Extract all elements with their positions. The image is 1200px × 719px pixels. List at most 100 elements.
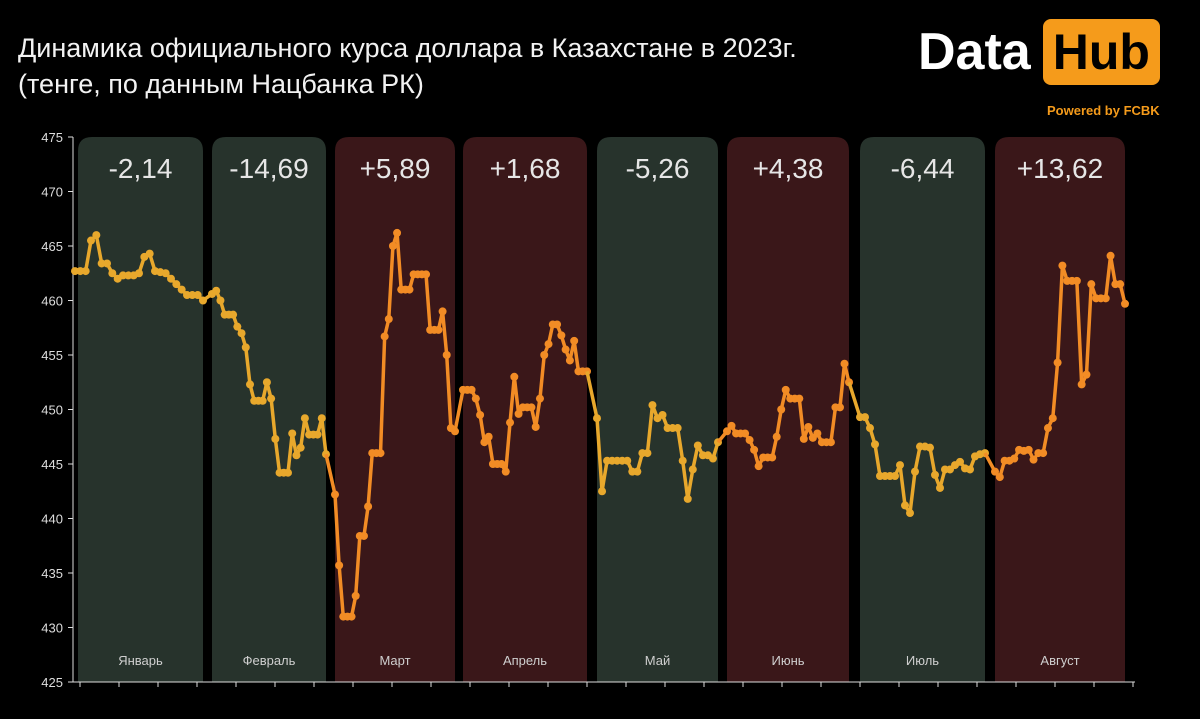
data-point (781, 385, 790, 394)
data-point (480, 438, 489, 447)
data-point (911, 467, 919, 476)
data-point (405, 285, 414, 294)
data-point (364, 502, 373, 511)
data-point (570, 336, 579, 345)
data-point (271, 434, 280, 443)
data-point (422, 270, 431, 279)
data-point (772, 432, 781, 441)
data-point (161, 269, 170, 278)
data-point (835, 403, 844, 412)
data-point (1106, 251, 1115, 260)
data-point (535, 394, 544, 403)
data-point (750, 445, 759, 454)
data-point (871, 440, 879, 449)
data-point (804, 422, 813, 431)
data-point (506, 418, 515, 427)
data-point (648, 401, 657, 410)
data-point (471, 394, 480, 403)
month-change-label: +13,62 (1017, 153, 1103, 184)
data-point (376, 449, 385, 458)
datahub-logo: Data Hub (918, 19, 1160, 85)
data-point (284, 468, 292, 477)
data-point (688, 465, 697, 474)
data-point (313, 430, 322, 439)
data-point (212, 286, 221, 295)
data-point (145, 249, 154, 258)
data-point (1039, 449, 1048, 458)
data-point (262, 378, 271, 387)
data-point (926, 443, 934, 452)
month-label: Март (379, 653, 410, 668)
data-point (741, 429, 750, 438)
data-point (388, 242, 397, 250)
month-label: Февраль (243, 653, 296, 668)
data-point (553, 320, 562, 329)
data-point (633, 467, 642, 476)
data-point (1077, 380, 1086, 389)
data-point (135, 269, 143, 278)
data-point (351, 591, 360, 600)
month-change-label: +4,38 (753, 153, 824, 184)
y-tick-label: 435 (41, 566, 63, 581)
data-point (623, 456, 632, 465)
data-point (359, 531, 368, 540)
data-point (237, 329, 246, 338)
data-point (557, 331, 566, 340)
data-point (1010, 454, 1019, 463)
series-line-connector (324, 453, 337, 495)
data-point (768, 453, 777, 462)
data-point (288, 429, 297, 438)
data-point (727, 421, 736, 430)
data-point (896, 461, 904, 470)
data-point (643, 449, 652, 458)
y-tick-label: 430 (41, 621, 63, 636)
month-change-label: -6,44 (891, 153, 955, 184)
data-point (565, 356, 574, 365)
data-point (708, 454, 717, 463)
data-point (216, 296, 225, 305)
logo-word-data: Data (918, 23, 1031, 81)
month-panel (860, 137, 985, 682)
data-point (292, 451, 301, 460)
month-change-label: -2,14 (109, 153, 173, 184)
data-point (799, 434, 808, 443)
data-point (467, 385, 476, 394)
data-point (683, 494, 692, 503)
data-point (1072, 276, 1081, 285)
data-point (861, 413, 869, 422)
data-point (267, 394, 276, 403)
data-point (866, 424, 874, 433)
data-point (258, 396, 267, 405)
data-point (434, 325, 443, 334)
data-point (347, 612, 356, 621)
data-point (108, 269, 117, 278)
data-point (995, 473, 1004, 482)
month-label: Май (645, 653, 670, 668)
logo-word-hub: Hub (1042, 19, 1160, 85)
data-point (901, 501, 909, 510)
month-change-label: +5,89 (360, 153, 431, 184)
data-point (598, 487, 607, 496)
data-point (678, 456, 687, 465)
data-point (745, 436, 754, 445)
data-point (826, 438, 835, 447)
data-point (1087, 280, 1096, 289)
data-point (956, 457, 964, 466)
y-tick-label: 475 (41, 130, 63, 145)
y-tick-label: 450 (41, 403, 63, 418)
data-point (531, 422, 540, 431)
data-point (561, 345, 570, 354)
data-point (384, 315, 393, 324)
data-point (1082, 370, 1091, 379)
month-label: Январь (118, 653, 163, 668)
data-point (296, 443, 305, 452)
y-tick-label: 455 (41, 348, 63, 363)
data-point (936, 483, 944, 492)
data-point (777, 405, 786, 414)
data-point (931, 470, 939, 479)
data-point (246, 380, 254, 389)
data-point (544, 340, 553, 349)
data-point (1058, 261, 1067, 270)
data-point (177, 285, 186, 294)
